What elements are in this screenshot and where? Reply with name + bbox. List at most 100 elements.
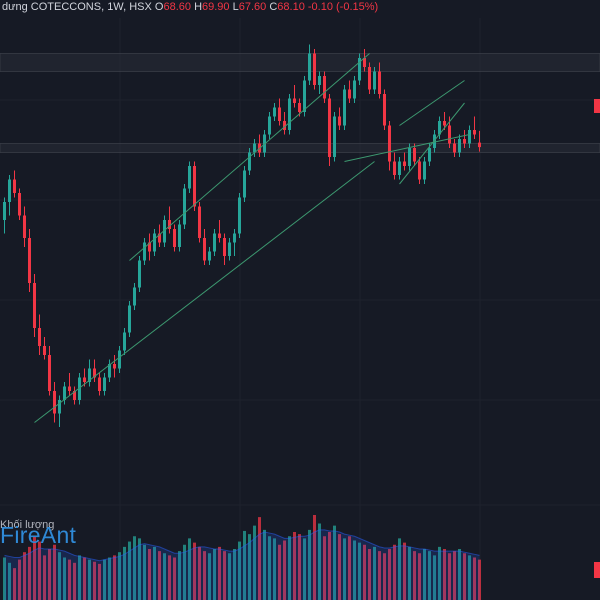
volume-bar bbox=[368, 549, 371, 600]
candle-body bbox=[408, 148, 411, 166]
candle-body bbox=[98, 377, 101, 391]
volume-bar bbox=[83, 557, 86, 600]
volume-label: Khối lượng bbox=[0, 519, 55, 531]
volume-bar bbox=[453, 551, 456, 600]
volume-bar bbox=[433, 555, 436, 600]
volume-bar bbox=[353, 540, 356, 600]
candle-body bbox=[233, 233, 236, 243]
volume-bar bbox=[68, 559, 71, 600]
candle-body bbox=[148, 242, 151, 252]
candle-body bbox=[363, 58, 366, 67]
candle-body bbox=[343, 89, 346, 126]
candle-body bbox=[438, 121, 441, 135]
candle-body bbox=[283, 121, 286, 130]
candle-body bbox=[423, 161, 426, 180]
candle-body bbox=[478, 142, 481, 148]
candle-body bbox=[178, 224, 181, 247]
volume-bar bbox=[408, 546, 411, 600]
candle-body bbox=[118, 350, 121, 369]
candle-body bbox=[268, 116, 271, 135]
candle-body bbox=[18, 193, 21, 216]
volume-bar bbox=[273, 538, 276, 600]
symbol-name: dưng COTECCONS bbox=[2, 1, 102, 13]
close-label: C bbox=[269, 1, 278, 13]
volume-bar bbox=[223, 551, 226, 600]
volume-scale-marker bbox=[594, 562, 600, 578]
candle-body bbox=[433, 134, 436, 148]
candle-body bbox=[468, 130, 471, 144]
candle-body bbox=[238, 197, 241, 234]
candle-body bbox=[168, 220, 171, 229]
candle-body bbox=[228, 242, 231, 256]
volume-bar bbox=[378, 551, 381, 600]
candle-body bbox=[108, 364, 111, 378]
candle-body bbox=[23, 215, 26, 238]
volume-bar bbox=[23, 552, 26, 600]
candle-body bbox=[193, 166, 196, 207]
volume-bar bbox=[278, 544, 281, 600]
volume-bar bbox=[43, 555, 46, 600]
volume-bar bbox=[58, 552, 61, 600]
candle-body bbox=[453, 143, 456, 153]
candle-body bbox=[393, 161, 396, 175]
candle-body bbox=[308, 53, 311, 81]
ohlc-legend: dưng COTECCONS, 1W, HSX O68.60 H69.90 L6… bbox=[2, 1, 379, 13]
volume-bar bbox=[403, 542, 406, 600]
low-value: 67.60 bbox=[238, 1, 267, 13]
change-value: -0.10 (-0.15%) bbox=[308, 1, 378, 13]
volume-bar bbox=[128, 541, 131, 600]
volume-bar bbox=[388, 549, 391, 600]
candle-body bbox=[183, 188, 186, 225]
volume-bar bbox=[243, 530, 246, 600]
volume-bar bbox=[323, 536, 326, 600]
trendline bbox=[399, 102, 465, 185]
volume-bar bbox=[398, 538, 401, 600]
volume-bar bbox=[133, 536, 136, 600]
price-zone bbox=[0, 143, 600, 153]
candle-body bbox=[273, 107, 276, 117]
candle-body bbox=[328, 98, 331, 157]
candle-body bbox=[88, 368, 91, 382]
candle-body bbox=[43, 346, 46, 355]
volume-bar bbox=[123, 546, 126, 600]
trendline bbox=[129, 53, 370, 261]
change-text: -0.10 (-0.15%) bbox=[307, 1, 379, 13]
volume-bar bbox=[363, 544, 366, 600]
volume-bar bbox=[138, 538, 141, 600]
candle-body bbox=[243, 170, 246, 198]
volume-bar bbox=[63, 557, 66, 600]
volume-bar bbox=[423, 549, 426, 600]
volume-bar bbox=[113, 555, 116, 600]
candle-body bbox=[398, 161, 401, 175]
trendline bbox=[399, 80, 465, 126]
candle-body bbox=[318, 76, 321, 85]
volume-bar bbox=[443, 549, 446, 600]
volume-bar bbox=[33, 536, 36, 600]
volume-bar bbox=[253, 525, 256, 600]
volume-bar bbox=[218, 546, 221, 600]
candle-body bbox=[68, 386, 71, 391]
candle-body bbox=[143, 242, 146, 261]
volume-bar bbox=[373, 546, 376, 600]
candle-body bbox=[323, 76, 326, 99]
volume-bar bbox=[143, 544, 146, 600]
candle-body bbox=[48, 355, 51, 391]
volume-bar bbox=[333, 525, 336, 600]
volume-bar bbox=[348, 536, 351, 600]
volume-bar bbox=[163, 553, 166, 600]
volume-bar bbox=[183, 544, 186, 600]
candle-body bbox=[173, 229, 176, 247]
volume-bar bbox=[168, 555, 171, 600]
candle-body bbox=[38, 328, 41, 346]
volume-bar bbox=[28, 546, 31, 600]
candle-body bbox=[313, 53, 316, 85]
volume-bar bbox=[103, 559, 106, 600]
volume-bar bbox=[18, 559, 21, 600]
volume-bar bbox=[78, 555, 81, 600]
candle-body bbox=[358, 58, 361, 81]
candle-body bbox=[138, 260, 141, 288]
volume-bar bbox=[338, 534, 341, 600]
volume-bar bbox=[203, 551, 206, 600]
